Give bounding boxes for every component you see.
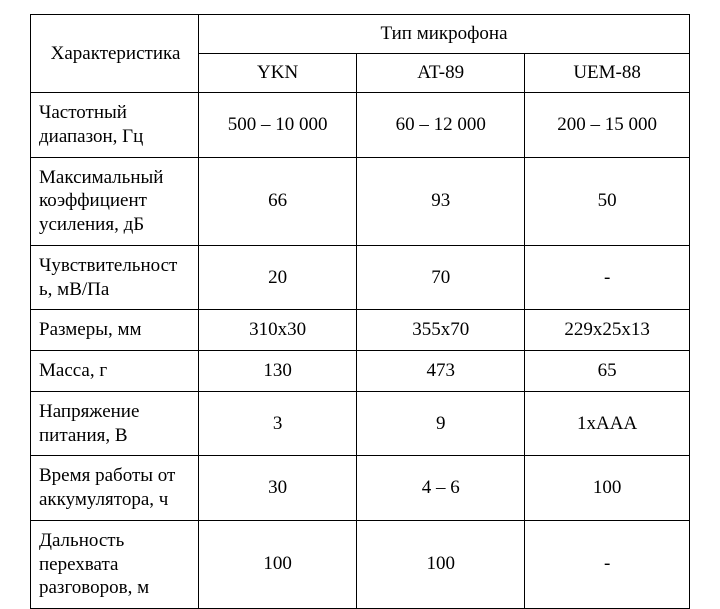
header-mic-type: Тип микрофона — [199, 15, 690, 54]
table-header-row-1: Характеристика Тип микрофона — [31, 15, 690, 54]
data-cell: 30 — [199, 456, 357, 521]
row-label: Масса, г — [31, 351, 199, 392]
data-cell: 310х30 — [199, 310, 357, 351]
table-row: Напряжение питания, В 3 9 1хААА — [31, 391, 690, 456]
data-cell: 65 — [525, 351, 690, 392]
data-cell: - — [525, 520, 690, 608]
data-cell: 60 – 12 000 — [357, 93, 525, 158]
data-cell: 9 — [357, 391, 525, 456]
row-label: Чувствительност ь, мВ/Па — [31, 245, 199, 310]
data-cell: - — [525, 245, 690, 310]
data-cell: 93 — [357, 157, 525, 245]
header-characteristic: Характеристика — [31, 15, 199, 93]
table-row: Чувствительност ь, мВ/Па 20 70 - — [31, 245, 690, 310]
data-cell: 100 — [525, 456, 690, 521]
row-label: Размеры, мм — [31, 310, 199, 351]
table-row: Масса, г 130 473 65 — [31, 351, 690, 392]
header-col-2: UEM-88 — [525, 54, 690, 93]
data-cell: 229х25х13 — [525, 310, 690, 351]
row-label: Максимальный коэффициент усиления, дБ — [31, 157, 199, 245]
data-cell: 355х70 — [357, 310, 525, 351]
row-label: Напряжение питания, В — [31, 391, 199, 456]
header-col-1: AT-89 — [357, 54, 525, 93]
data-cell: 130 — [199, 351, 357, 392]
table-row: Максимальный коэффициент усиления, дБ 66… — [31, 157, 690, 245]
header-col-0: YKN — [199, 54, 357, 93]
data-cell: 1хААА — [525, 391, 690, 456]
table-row: Дальность перехвата разговоров, м 100 10… — [31, 520, 690, 608]
data-cell: 473 — [357, 351, 525, 392]
table-row: Частотный диапазон, Гц 500 – 10 000 60 –… — [31, 93, 690, 158]
data-cell: 50 — [525, 157, 690, 245]
table-row: Размеры, мм 310х30 355х70 229х25х13 — [31, 310, 690, 351]
data-cell: 200 – 15 000 — [525, 93, 690, 158]
data-cell: 4 – 6 — [357, 456, 525, 521]
row-label: Частотный диапазон, Гц — [31, 93, 199, 158]
data-cell: 500 – 10 000 — [199, 93, 357, 158]
row-label: Время работы от аккумулятора, ч — [31, 456, 199, 521]
data-cell: 100 — [357, 520, 525, 608]
data-cell: 70 — [357, 245, 525, 310]
data-cell: 3 — [199, 391, 357, 456]
data-cell: 100 — [199, 520, 357, 608]
data-cell: 66 — [199, 157, 357, 245]
microphone-specs-table: Характеристика Тип микрофона YKN AT-89 U… — [30, 14, 690, 609]
row-label: Дальность перехвата разговоров, м — [31, 520, 199, 608]
table-row: Время работы от аккумулятора, ч 30 4 – 6… — [31, 456, 690, 521]
data-cell: 20 — [199, 245, 357, 310]
